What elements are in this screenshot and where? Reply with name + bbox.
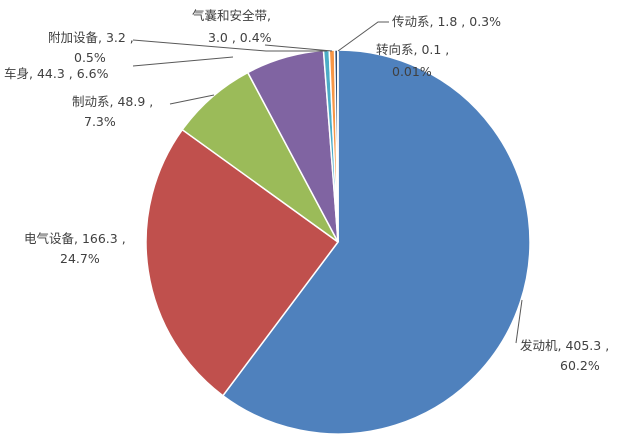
data-label-6-0: 传动系, 1.8 , 0.3% bbox=[392, 14, 501, 29]
data-label-7-0: 转向系, 0.1 , bbox=[376, 42, 449, 57]
data-label-4-0: 附加设备, 3.2 , bbox=[48, 30, 134, 45]
leader-line-6 bbox=[337, 21, 389, 52]
leader-line-0 bbox=[515, 299, 523, 344]
leader-line-4 bbox=[132, 39, 327, 52]
data-label-2-0: 制动系, 48.9 , bbox=[72, 94, 153, 109]
data-label-5-0: 气囊和安全带, bbox=[192, 8, 271, 23]
leader-line-2 bbox=[169, 94, 215, 105]
data-label-5-1: 3.0 , 0.4% bbox=[208, 30, 272, 45]
leader-line-5 bbox=[264, 44, 333, 52]
data-label-3-0: 车身, 44.3 , 6.6% bbox=[4, 66, 109, 81]
pie-slice-0 bbox=[221, 49, 531, 435]
data-label-0-1: 60.2% bbox=[560, 358, 600, 373]
data-label-4-1: 0.5% bbox=[74, 50, 106, 65]
data-label-1-1: 24.7% bbox=[60, 251, 100, 266]
data-label-2-1: 7.3% bbox=[84, 114, 116, 129]
leader-line-3 bbox=[132, 56, 234, 67]
data-label-0-0: 发动机, 405.3 , bbox=[520, 338, 609, 353]
data-label-1-0: 电气设备, 166.3 , bbox=[24, 231, 126, 246]
data-label-7-1: 0.01% bbox=[392, 64, 432, 79]
pie-slice-1 bbox=[145, 128, 340, 397]
